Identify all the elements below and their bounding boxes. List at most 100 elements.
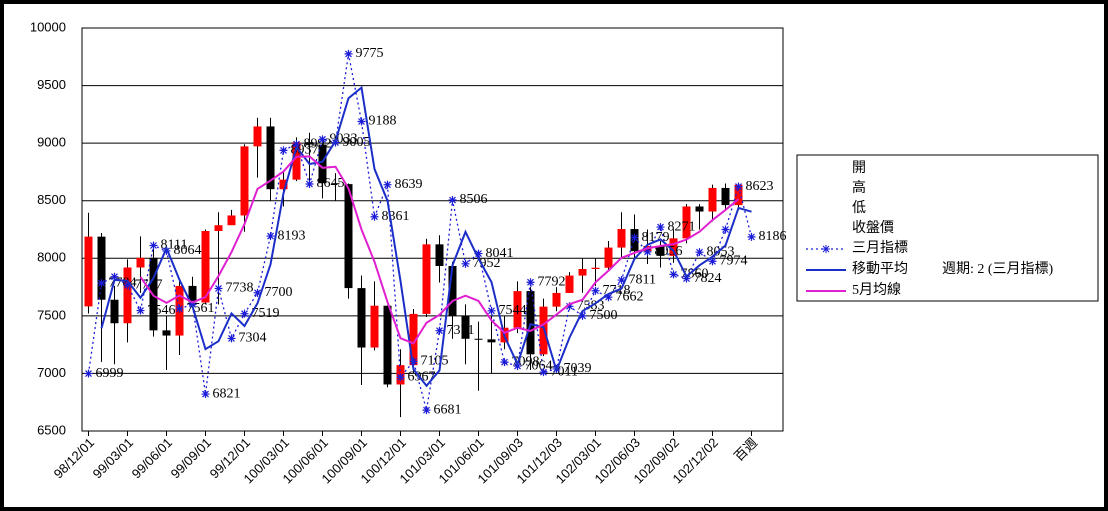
data-label: 7792 xyxy=(538,274,566,289)
data-label: 7371 xyxy=(447,323,475,338)
point-marker xyxy=(617,276,626,285)
candle-body xyxy=(110,299,119,324)
data-label: 9775 xyxy=(356,46,384,61)
point-marker xyxy=(175,304,184,313)
point-marker xyxy=(643,247,652,256)
point-marker xyxy=(227,334,236,343)
data-label: 7500 xyxy=(590,308,618,323)
y-tick-label: 9500 xyxy=(37,77,66,92)
y-tick-label: 8000 xyxy=(37,250,66,265)
candle-body xyxy=(552,292,561,307)
data-label: 6967 xyxy=(408,369,436,384)
point-marker xyxy=(240,309,249,318)
legend-label: 5月均線 xyxy=(852,282,901,298)
point-marker xyxy=(682,274,691,283)
point-marker xyxy=(630,233,639,242)
candle-body xyxy=(526,291,535,355)
data-label: 8506 xyxy=(460,192,488,207)
point-marker xyxy=(383,180,392,189)
candle-body xyxy=(617,229,626,248)
data-label: 8041 xyxy=(486,246,514,261)
data-label: 8361 xyxy=(382,209,410,224)
point-marker xyxy=(110,272,119,281)
point-marker xyxy=(461,259,470,268)
candle-body xyxy=(136,257,145,268)
point-marker xyxy=(344,49,353,58)
data-label: 6681 xyxy=(434,402,462,417)
candle-body xyxy=(97,236,106,300)
point-marker xyxy=(357,117,366,126)
legend-label: 低 xyxy=(852,200,866,216)
point-marker xyxy=(162,246,171,255)
data-label: 6999 xyxy=(96,366,124,381)
data-label: 7974 xyxy=(720,253,748,268)
candle-body xyxy=(435,244,444,267)
candle-body xyxy=(409,313,418,366)
data-label: 7824 xyxy=(694,271,722,286)
point-marker xyxy=(591,286,600,295)
data-label: 8992 xyxy=(304,136,332,151)
candle-body xyxy=(162,330,171,336)
point-marker xyxy=(84,369,93,378)
point-marker xyxy=(747,232,756,241)
point-marker xyxy=(487,306,496,315)
point-marker xyxy=(604,293,613,302)
data-label: 9005 xyxy=(343,135,371,150)
legend-period: 週期: 2 (三月指標) xyxy=(942,261,1054,277)
legend xyxy=(796,154,1099,302)
data-label: 7064 xyxy=(525,358,553,373)
candle-body xyxy=(240,146,249,216)
data-label: 7662 xyxy=(616,289,644,304)
candle-body xyxy=(448,266,457,316)
candle-body xyxy=(331,183,340,185)
data-label: 6821 xyxy=(213,386,241,401)
candle-body xyxy=(201,230,210,303)
candle-body xyxy=(513,291,522,328)
point-marker xyxy=(97,279,106,288)
data-label: 8639 xyxy=(395,177,423,192)
point-marker xyxy=(318,135,327,144)
candle-body xyxy=(721,187,730,206)
series-line xyxy=(87,53,753,411)
point-marker xyxy=(539,368,548,377)
data-label: 9188 xyxy=(369,114,397,129)
point-marker xyxy=(578,311,587,320)
candle-body xyxy=(188,285,197,303)
candle-body xyxy=(318,144,327,184)
y-tick-label: 7500 xyxy=(37,307,66,322)
data-label: 7811 xyxy=(629,272,656,287)
candle-body xyxy=(734,184,743,206)
point-marker xyxy=(201,390,210,399)
point-marker xyxy=(253,288,262,297)
data-label: 7105 xyxy=(421,354,449,369)
legend-label: 開 xyxy=(852,161,866,176)
point-marker xyxy=(721,225,730,234)
candle-body xyxy=(422,244,431,314)
point-marker xyxy=(149,241,158,250)
candle-body xyxy=(474,338,483,340)
candle-body xyxy=(708,187,717,212)
point-marker xyxy=(526,278,535,287)
data-label: 7039 xyxy=(564,361,592,376)
point-marker xyxy=(409,357,418,366)
candle-body xyxy=(227,215,236,226)
data-label: 8937 xyxy=(291,143,319,158)
point-marker xyxy=(669,270,678,279)
data-label: 7304 xyxy=(239,331,267,346)
data-label: 8271 xyxy=(668,219,696,234)
point-marker xyxy=(214,284,223,293)
candle-body xyxy=(383,305,392,385)
point-marker xyxy=(708,257,717,266)
data-label: 8186 xyxy=(759,229,787,244)
point-marker xyxy=(500,358,509,367)
point-marker xyxy=(266,232,275,241)
point-marker xyxy=(474,249,483,258)
candle-body xyxy=(266,126,275,190)
point-marker xyxy=(734,182,743,191)
candle-body xyxy=(604,247,613,268)
candle-body xyxy=(669,238,678,256)
point-marker xyxy=(435,326,444,335)
y-tick-label: 10000 xyxy=(30,19,66,34)
point-marker xyxy=(123,281,132,290)
candle-body xyxy=(591,267,600,269)
